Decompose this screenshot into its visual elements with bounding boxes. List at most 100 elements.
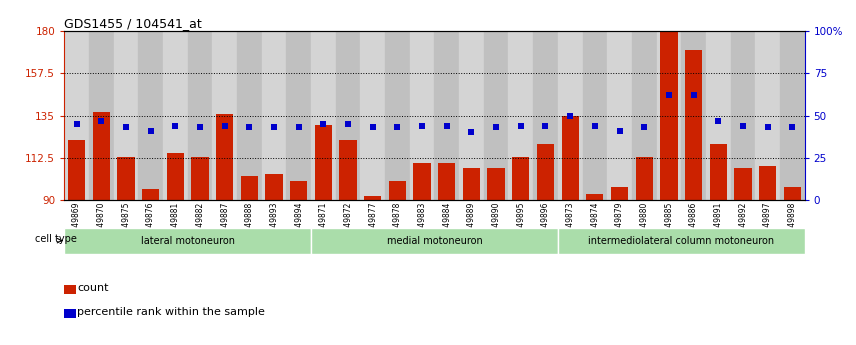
Bar [632, 31, 657, 200]
Bar [484, 31, 508, 200]
Bar [657, 31, 681, 200]
Bar [117, 157, 134, 200]
Text: percentile rank within the sample: percentile rank within the sample [77, 307, 265, 317]
Bar [562, 116, 579, 200]
Bar [734, 168, 752, 200]
Bar [265, 174, 282, 200]
Bar [586, 195, 603, 200]
Bar [286, 31, 311, 200]
Bar [241, 176, 258, 200]
Point [119, 125, 133, 130]
Point [415, 123, 429, 128]
Bar [780, 31, 805, 200]
Bar [339, 140, 357, 200]
Point [94, 118, 108, 124]
Text: cell type: cell type [35, 234, 77, 244]
Bar [582, 31, 607, 200]
Bar [413, 162, 431, 200]
Bar [730, 31, 755, 200]
Bar [290, 181, 307, 200]
Point [69, 121, 83, 127]
Bar [459, 31, 484, 200]
Bar [68, 140, 86, 200]
Bar [611, 187, 628, 200]
Bar [783, 187, 801, 200]
Bar [315, 125, 332, 200]
Bar [487, 168, 505, 200]
Bar [191, 157, 209, 200]
Bar [360, 31, 385, 200]
Point [169, 123, 182, 128]
Bar [635, 157, 653, 200]
Point [514, 123, 527, 128]
Bar [389, 181, 406, 200]
Bar [237, 31, 262, 200]
Bar [759, 166, 776, 200]
Bar [533, 31, 558, 200]
Bar [92, 112, 110, 200]
Point [217, 123, 231, 128]
Bar [142, 189, 159, 200]
Bar [385, 31, 410, 200]
Point [292, 125, 306, 130]
Bar [187, 31, 212, 200]
Text: count: count [77, 283, 109, 293]
Bar [364, 196, 382, 200]
Bar [138, 31, 163, 200]
Bar [681, 31, 706, 200]
Bar [463, 168, 480, 200]
Bar [558, 228, 805, 254]
Point [267, 125, 281, 130]
Bar [311, 31, 336, 200]
Point [465, 130, 479, 135]
Point [242, 125, 256, 130]
Point [687, 92, 700, 98]
Bar [685, 50, 702, 200]
Point [193, 125, 207, 130]
Bar [438, 162, 455, 200]
Bar [434, 31, 459, 200]
Bar [64, 31, 89, 200]
Bar [508, 31, 533, 200]
Text: GDS1455 / 104541_at: GDS1455 / 104541_at [64, 17, 202, 30]
Bar [558, 31, 582, 200]
Point [440, 123, 454, 128]
Point [563, 113, 577, 118]
Point [317, 121, 330, 127]
Bar [167, 153, 184, 200]
Bar [660, 31, 678, 200]
Point [366, 125, 379, 130]
Bar [216, 114, 234, 200]
Point [390, 125, 404, 130]
Point [638, 125, 651, 130]
Bar [336, 31, 360, 200]
Bar [410, 31, 434, 200]
Text: intermediolateral column motoneuron: intermediolateral column motoneuron [588, 236, 775, 246]
Text: lateral motoneuron: lateral motoneuron [140, 236, 235, 246]
Bar [311, 228, 558, 254]
Point [613, 128, 627, 134]
Point [538, 123, 552, 128]
Bar [607, 31, 632, 200]
Bar [64, 228, 311, 254]
Point [490, 125, 503, 130]
Point [736, 123, 750, 128]
Bar [537, 144, 554, 200]
Point [761, 125, 775, 130]
Bar [710, 144, 727, 200]
Bar [64, 285, 76, 294]
Point [342, 121, 355, 127]
Bar [755, 31, 780, 200]
Point [662, 92, 675, 98]
Point [786, 125, 800, 130]
Point [711, 118, 725, 124]
Bar [89, 31, 114, 200]
Point [144, 128, 158, 134]
Bar [512, 157, 530, 200]
Point [588, 123, 602, 128]
Bar [114, 31, 138, 200]
Bar [212, 31, 237, 200]
Bar [706, 31, 730, 200]
Text: medial motoneuron: medial motoneuron [387, 236, 482, 246]
Bar [64, 309, 76, 318]
